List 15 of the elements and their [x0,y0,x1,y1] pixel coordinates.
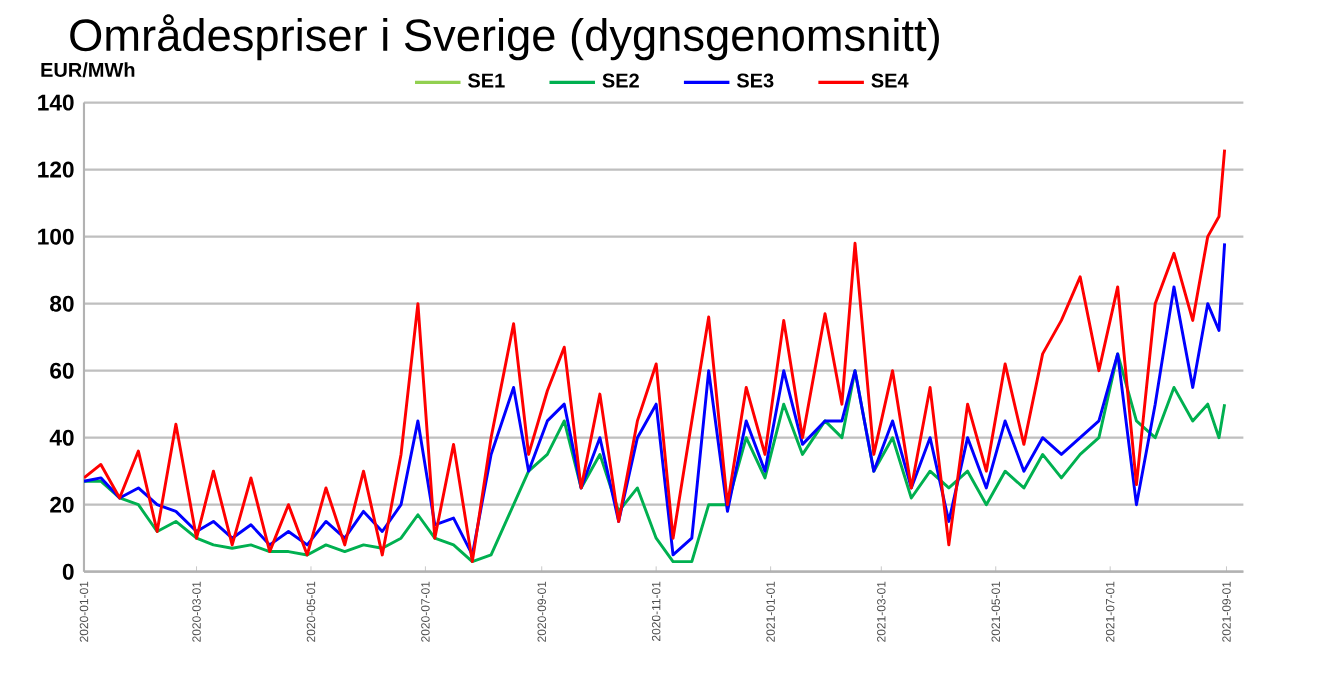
y-tick-label: 40 [49,429,74,446]
y-tick-label: 100 [38,228,74,245]
chart-title: Områdespriser i Sverige (dygnsgenomsnitt) [70,13,939,60]
line-series [83,147,1227,563]
legend-label: SE2 [602,72,639,88]
y-tick-label: 120 [38,161,74,178]
y-tick-label: 140 [38,94,74,111]
y-tick-label: 0 [62,563,74,580]
legend-label: SE1 [468,72,505,88]
legend-label: SE3 [736,72,774,88]
y-tick-label: 60 [50,362,74,379]
y-tick-label: 80 [50,295,74,312]
y-axis-title: EUR/MWh [41,61,135,77]
legend-label: SE4 [871,72,909,88]
y-tick-label: 20 [50,496,74,513]
